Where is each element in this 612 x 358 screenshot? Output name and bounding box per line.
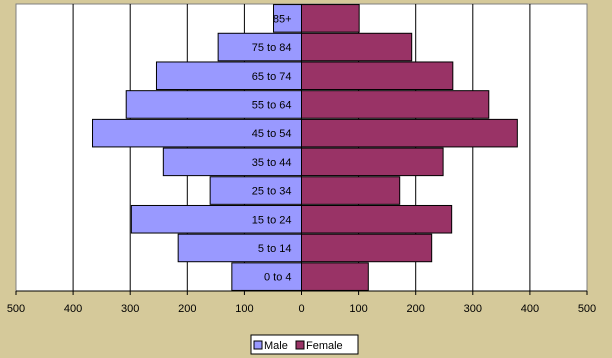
bar-male-7 — [155, 61, 302, 91]
category-label: 35 to 44 — [252, 157, 292, 169]
x-tick-label: 400 — [521, 303, 539, 315]
x-tick-label: 0 — [298, 303, 304, 315]
legend-swatch-male — [253, 340, 263, 350]
x-tick-label: 100 — [349, 303, 367, 315]
bar-male-3 — [209, 176, 302, 205]
bars — [92, 4, 518, 291]
bar-male-1 — [177, 233, 302, 263]
category-label: 55 to 64 — [252, 99, 292, 111]
bar-female-6 — [301, 90, 490, 119]
x-tick-label: 500 — [578, 303, 596, 315]
bar-female-1 — [301, 233, 433, 263]
category-label: 5 to 14 — [258, 243, 292, 255]
x-tick-label: 300 — [464, 303, 482, 315]
category-label: 45 to 54 — [252, 128, 292, 140]
x-tick-label: 200 — [407, 303, 425, 315]
category-label: 25 to 34 — [252, 186, 292, 198]
bar-male-8 — [217, 32, 302, 62]
legend-label-male: Male — [264, 340, 288, 352]
bar-female-5 — [301, 118, 518, 148]
x-tick-label: 100 — [235, 303, 253, 315]
x-tick-label: 400 — [64, 303, 82, 315]
legend-swatch-female — [295, 340, 305, 350]
category-label: 75 to 84 — [252, 42, 292, 54]
bar-female-0 — [301, 262, 369, 291]
x-axis-ticks: 500 400 300 200 100 0 100 200 300 400 500 — [7, 291, 596, 315]
legend-label-female: Female — [306, 340, 343, 352]
category-label: 0 to 4 — [264, 272, 292, 284]
category-label: 65 to 74 — [252, 71, 292, 83]
category-label: 15 to 24 — [252, 214, 292, 226]
bar-female-9 — [301, 4, 360, 33]
bar-female-3 — [301, 176, 401, 205]
legend: Male Female — [250, 334, 359, 355]
x-tick-label: 500 — [7, 303, 25, 315]
bar-female-8 — [301, 32, 413, 62]
bar-male-0 — [231, 262, 302, 291]
category-labels: 0 to 4 5 to 14 15 to 24 25 to 34 35 to 44 45 … — [252, 13, 292, 283]
bar-female-4 — [301, 147, 444, 177]
category-label: 85+ — [273, 13, 292, 25]
bar-female-7 — [301, 61, 454, 91]
bar-male-4 — [162, 147, 302, 177]
bar-female-2 — [301, 204, 453, 234]
x-tick-label: 300 — [121, 303, 139, 315]
x-tick-label: 200 — [178, 303, 196, 315]
bar-male-2 — [130, 204, 302, 234]
